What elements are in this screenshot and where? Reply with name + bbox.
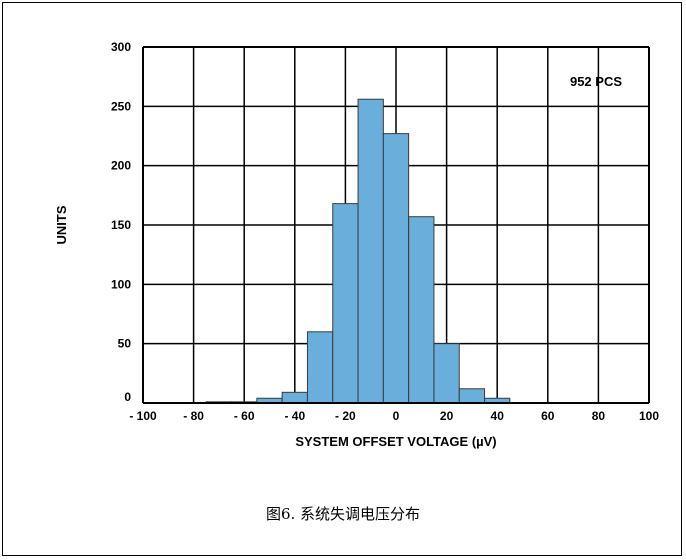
histogram-bar bbox=[332, 203, 359, 404]
sample-count-annotation: 952 PCS bbox=[570, 74, 622, 89]
x-tick-label: - 100 bbox=[129, 409, 157, 423]
x-tick-label: 0 bbox=[393, 409, 400, 423]
x-tick-label: 60 bbox=[541, 409, 555, 423]
x-tick-label: 80 bbox=[592, 409, 606, 423]
histogram-bar bbox=[458, 388, 486, 404]
bars bbox=[205, 98, 511, 404]
y-tick-label: 100 bbox=[111, 277, 131, 291]
y-tick-labels: 0 50 100 150 200 250 300 bbox=[111, 40, 131, 404]
plot-frame bbox=[142, 46, 650, 404]
x-tick-label: - 80 bbox=[183, 409, 204, 423]
x-tick-label: 100 bbox=[639, 409, 659, 423]
x-tick-label: 20 bbox=[440, 409, 454, 423]
y-tick-label: 250 bbox=[111, 99, 131, 113]
histogram-bar bbox=[433, 343, 460, 404]
histogram-bar bbox=[357, 98, 384, 404]
histogram-bar bbox=[382, 133, 410, 404]
y-tick-label: 0 bbox=[124, 390, 131, 404]
x-tick-label: 40 bbox=[491, 409, 505, 423]
x-tick-label: - 60 bbox=[234, 409, 255, 423]
histogram-bar bbox=[281, 391, 308, 404]
histogram-bar bbox=[408, 216, 435, 404]
x-tick-labels: - 100 - 80 - 60 - 40 - 20 0 20 40 60 80 100 bbox=[129, 409, 659, 423]
y-tick-label: 300 bbox=[111, 40, 131, 54]
y-axis-label: UNITS bbox=[54, 205, 69, 244]
y-tick-label: 200 bbox=[111, 159, 131, 173]
histogram-bar bbox=[306, 331, 334, 404]
x-axis-label: SYSTEM OFFSET VOLTAGE (µV) bbox=[295, 434, 496, 449]
y-tick-label: 150 bbox=[111, 218, 131, 232]
figure-caption: 图6. 系统失调电压分布 bbox=[265, 505, 421, 523]
x-tick-label: - 20 bbox=[335, 409, 356, 423]
x-tick-label: - 40 bbox=[284, 409, 305, 423]
y-tick-label: 50 bbox=[118, 337, 132, 351]
